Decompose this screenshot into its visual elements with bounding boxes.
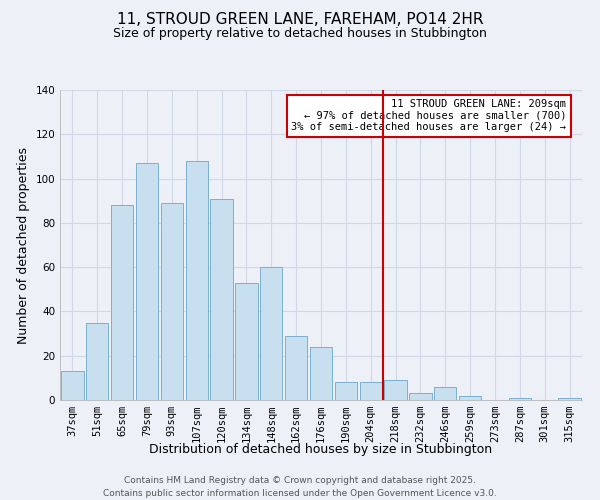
Bar	[185, 161, 208, 400]
Bar	[434, 386, 457, 400]
Text: 11, STROUD GREEN LANE, FAREHAM, PO14 2HR: 11, STROUD GREEN LANE, FAREHAM, PO14 2HR	[117, 12, 483, 28]
Bar	[409, 394, 431, 400]
Bar	[509, 398, 531, 400]
Text: 11 STROUD GREEN LANE: 209sqm
← 97% of detached houses are smaller (700)
3% of se: 11 STROUD GREEN LANE: 209sqm ← 97% of de…	[292, 100, 566, 132]
Bar	[285, 336, 307, 400]
Bar	[86, 322, 109, 400]
Bar	[61, 371, 83, 400]
Bar	[559, 398, 581, 400]
Bar	[161, 203, 183, 400]
Text: Distribution of detached houses by size in Stubbington: Distribution of detached houses by size …	[149, 442, 493, 456]
Bar	[310, 347, 332, 400]
Bar	[136, 163, 158, 400]
Bar	[459, 396, 481, 400]
Bar	[335, 382, 357, 400]
Bar	[260, 267, 283, 400]
Y-axis label: Number of detached properties: Number of detached properties	[17, 146, 30, 344]
Text: Contains HM Land Registry data © Crown copyright and database right 2025.
Contai: Contains HM Land Registry data © Crown c…	[103, 476, 497, 498]
Bar	[211, 198, 233, 400]
Bar	[359, 382, 382, 400]
Bar	[235, 282, 257, 400]
Bar	[385, 380, 407, 400]
Bar	[111, 205, 133, 400]
Text: Size of property relative to detached houses in Stubbington: Size of property relative to detached ho…	[113, 28, 487, 40]
